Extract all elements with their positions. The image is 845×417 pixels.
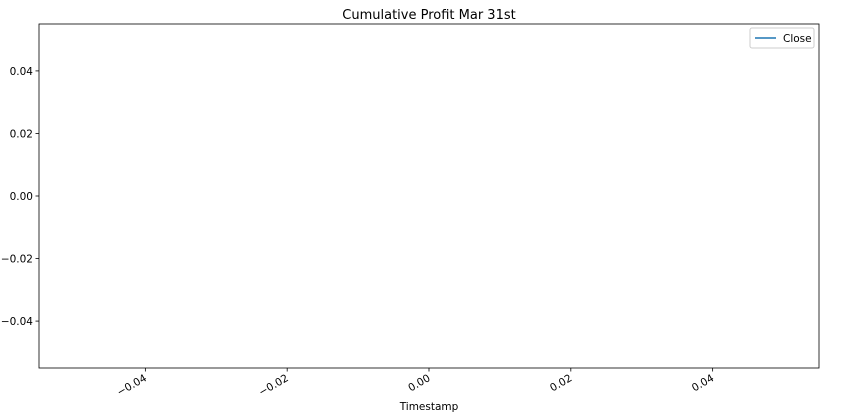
chart-title: Cumulative Profit Mar 31st [342,8,515,23]
legend: Close [749,27,815,49]
y-axis: −0.04 −0.02 0.00 0.02 0.04 [1,66,39,328]
y-tick-label: 0.02 [10,128,33,140]
y-tick-label: 0.04 [10,66,34,78]
legend-box [749,27,815,49]
plot-frame [38,23,820,369]
y-tick-label: 0.00 [10,191,33,203]
legend-label-close: Close [783,33,812,45]
y-tick-label: −0.04 [1,316,33,328]
y-tick-label: −0.02 [1,254,33,266]
x-axis-label: Timestamp [399,401,459,413]
